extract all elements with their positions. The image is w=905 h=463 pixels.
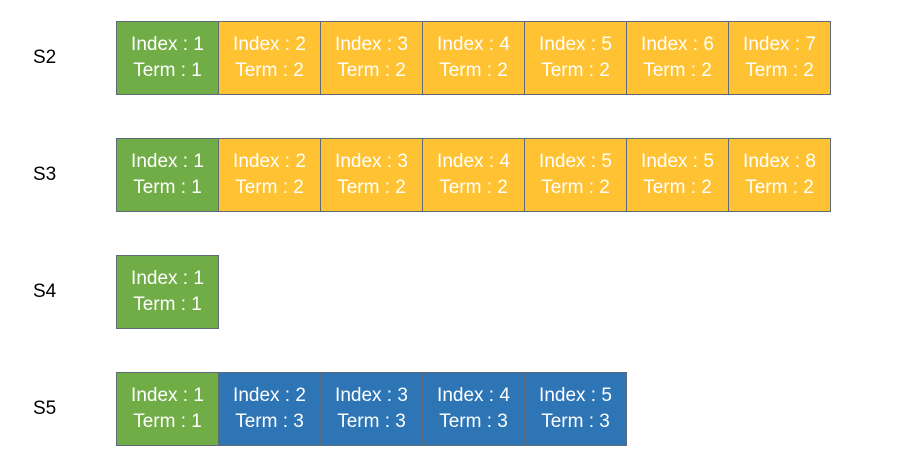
log-entry: Index : 2 Term : 2 xyxy=(218,21,321,95)
server-label: S3 xyxy=(33,164,57,185)
entry-index: Index : 2 xyxy=(233,34,306,55)
log-entry: Index : 7 Term : 2 xyxy=(728,21,831,95)
log-entry: Index : 1 Term : 1 xyxy=(116,21,219,95)
entry-term: Term : 2 xyxy=(337,177,406,198)
entry-index: Index : 2 xyxy=(233,151,306,172)
entry-index: Index : 2 xyxy=(233,385,306,406)
entry-index: Index : 5 xyxy=(539,151,612,172)
entry-index: Index : 5 xyxy=(641,151,714,172)
entry-index: Index : 1 xyxy=(131,385,204,406)
entry-term: Term : 2 xyxy=(643,177,712,198)
entry-term: Term : 3 xyxy=(439,411,508,432)
entry-term: Term : 1 xyxy=(133,411,202,432)
log-entry: Index : 5 Term : 2 xyxy=(626,138,729,212)
entry-term: Term : 2 xyxy=(337,60,406,81)
log-entries: Index : 1 Term : 1 Index : 2 Term : 3 In… xyxy=(116,372,627,446)
log-entry: Index : 1 Term : 1 xyxy=(116,372,219,446)
server-label: S2 xyxy=(33,47,57,68)
log-entry: Index : 5 Term : 3 xyxy=(524,372,627,446)
entry-index: Index : 3 xyxy=(335,385,408,406)
log-entry: Index : 4 Term : 2 xyxy=(422,138,525,212)
entry-term: Term : 3 xyxy=(235,411,304,432)
entry-term: Term : 2 xyxy=(541,60,610,81)
entry-term: Term : 2 xyxy=(235,177,304,198)
log-entry: Index : 3 Term : 2 xyxy=(320,21,423,95)
log-entries: Index : 1 Term : 1 Index : 2 Term : 2 In… xyxy=(116,138,831,212)
entry-term: Term : 2 xyxy=(643,60,712,81)
log-entry: Index : 2 Term : 3 xyxy=(218,372,321,446)
log-entries: Index : 1 Term : 1 Index : 2 Term : 2 In… xyxy=(116,21,831,95)
log-entry: Index : 1 Term : 1 xyxy=(116,255,219,329)
server-row-s5: S5 Index : 1 Term : 1 Index : 2 Term : 3… xyxy=(0,372,905,446)
log-entry: Index : 5 Term : 2 xyxy=(524,21,627,95)
server-row-s3: S3 Index : 1 Term : 1 Index : 2 Term : 2… xyxy=(0,138,905,212)
entry-term: Term : 3 xyxy=(337,411,406,432)
entry-term: Term : 1 xyxy=(133,294,202,315)
entry-index: Index : 4 xyxy=(437,385,510,406)
log-entry: Index : 1 Term : 1 xyxy=(116,138,219,212)
entry-term: Term : 2 xyxy=(439,177,508,198)
entry-term: Term : 2 xyxy=(439,60,508,81)
entry-index: Index : 6 xyxy=(641,34,714,55)
entry-index: Index : 7 xyxy=(743,34,816,55)
server-label: S5 xyxy=(33,398,57,419)
server-row-s4: S4 Index : 1 Term : 1 xyxy=(0,255,905,329)
entry-index: Index : 1 xyxy=(131,34,204,55)
entry-index: Index : 1 xyxy=(131,151,204,172)
log-entry: Index : 5 Term : 2 xyxy=(524,138,627,212)
entry-term: Term : 2 xyxy=(541,177,610,198)
log-entry: Index : 3 Term : 2 xyxy=(320,138,423,212)
entry-index: Index : 1 xyxy=(131,268,204,289)
log-entries: Index : 1 Term : 1 xyxy=(116,255,219,329)
log-entry: Index : 8 Term : 2 xyxy=(728,138,831,212)
entry-index: Index : 8 xyxy=(743,151,816,172)
entry-term: Term : 2 xyxy=(745,60,814,81)
entry-term: Term : 1 xyxy=(133,177,202,198)
entry-index: Index : 5 xyxy=(539,385,612,406)
entry-term: Term : 2 xyxy=(745,177,814,198)
server-row-s2: S2 Index : 1 Term : 1 Index : 2 Term : 2… xyxy=(0,21,905,95)
entry-index: Index : 5 xyxy=(539,34,612,55)
log-entry: Index : 2 Term : 2 xyxy=(218,138,321,212)
entry-term: Term : 1 xyxy=(133,60,202,81)
entry-index: Index : 3 xyxy=(335,34,408,55)
entry-index: Index : 3 xyxy=(335,151,408,172)
log-entry: Index : 6 Term : 2 xyxy=(626,21,729,95)
log-entry: Index : 3 Term : 3 xyxy=(320,372,423,446)
log-entry: Index : 4 Term : 2 xyxy=(422,21,525,95)
entry-term: Term : 2 xyxy=(235,60,304,81)
log-entry: Index : 4 Term : 3 xyxy=(422,372,525,446)
server-label: S4 xyxy=(33,281,57,302)
entry-index: Index : 4 xyxy=(437,151,510,172)
entry-term: Term : 3 xyxy=(541,411,610,432)
entry-index: Index : 4 xyxy=(437,34,510,55)
